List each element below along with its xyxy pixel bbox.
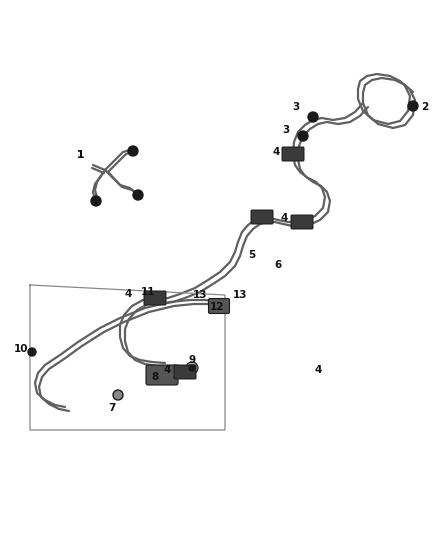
Text: 9: 9 bbox=[188, 355, 195, 365]
Circle shape bbox=[128, 146, 138, 156]
Text: 3: 3 bbox=[283, 125, 290, 135]
FancyBboxPatch shape bbox=[282, 147, 304, 161]
FancyBboxPatch shape bbox=[146, 365, 178, 385]
Text: 10: 10 bbox=[14, 344, 28, 354]
Text: 4: 4 bbox=[163, 365, 171, 375]
Text: 4: 4 bbox=[272, 147, 280, 157]
Text: 13: 13 bbox=[193, 290, 207, 300]
Text: 7: 7 bbox=[108, 403, 116, 413]
Text: 8: 8 bbox=[152, 372, 159, 382]
Circle shape bbox=[186, 362, 198, 374]
FancyBboxPatch shape bbox=[251, 210, 273, 224]
Text: 5: 5 bbox=[248, 250, 256, 260]
Circle shape bbox=[189, 365, 195, 371]
Circle shape bbox=[298, 131, 308, 141]
Text: 2: 2 bbox=[421, 102, 429, 112]
Circle shape bbox=[308, 112, 318, 122]
Circle shape bbox=[408, 101, 418, 111]
Circle shape bbox=[113, 390, 123, 400]
FancyBboxPatch shape bbox=[291, 215, 313, 229]
FancyBboxPatch shape bbox=[208, 298, 230, 313]
Text: 1: 1 bbox=[76, 150, 84, 160]
Text: 6: 6 bbox=[274, 260, 282, 270]
FancyBboxPatch shape bbox=[174, 365, 196, 379]
Text: 4: 4 bbox=[124, 289, 132, 299]
Text: 4: 4 bbox=[314, 365, 321, 375]
Text: 1: 1 bbox=[76, 150, 84, 160]
Text: 12: 12 bbox=[210, 302, 224, 312]
Circle shape bbox=[91, 196, 101, 206]
Circle shape bbox=[28, 348, 36, 356]
Text: 11: 11 bbox=[141, 287, 155, 297]
Text: 4: 4 bbox=[280, 213, 288, 223]
FancyBboxPatch shape bbox=[144, 291, 166, 305]
Text: 13: 13 bbox=[233, 290, 247, 300]
Circle shape bbox=[133, 190, 143, 200]
Text: 3: 3 bbox=[293, 102, 300, 112]
